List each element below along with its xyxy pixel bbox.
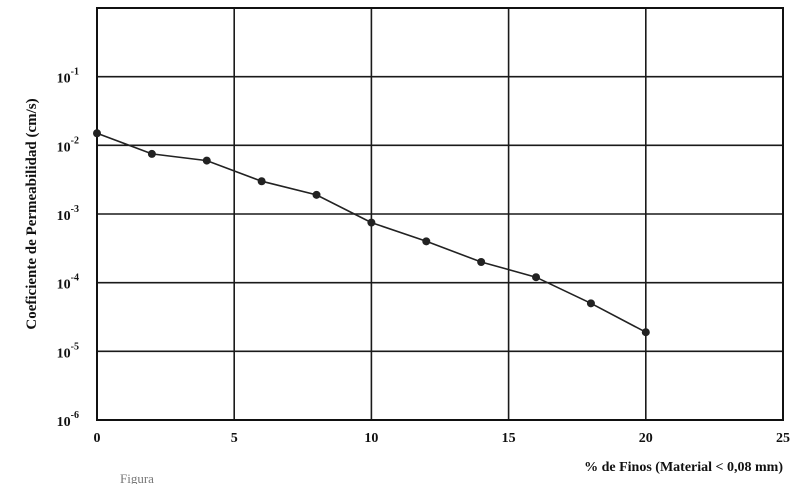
plot-frame [96,7,784,421]
data-point [202,156,211,165]
y-tick-label: 10-6 [57,410,79,430]
plot-border [96,7,784,421]
x-tick-label: 25 [776,431,790,446]
tick-labels: 0 5 10 15 20 25 10-1 10-2 10-3 10-4 10-5 10-6 [57,67,790,446]
y-tick-label: 10-4 [57,273,79,293]
y-tick-label: 10-2 [57,135,79,155]
data-point [257,177,266,186]
x-tick-label: 15 [502,431,516,446]
x-tick-label: 10 [364,431,378,446]
y-tick-label: 10-3 [57,204,79,224]
x-tick-label: 20 [639,431,653,446]
series-layer [93,129,650,337]
grid [96,8,784,421]
data-point [147,149,156,158]
y-tick-label: 10-1 [57,67,79,87]
data-point [477,257,486,266]
x-axis-label: % de Finos (Material < 0,08 mm) [584,460,783,475]
data-point [586,299,595,308]
data-point [367,218,376,227]
y-axis-label: Coeficiente de Permeabilidad (cm/s) [24,98,40,329]
data-point [422,237,431,246]
data-point [641,328,650,337]
data-point [532,273,541,282]
data-point [93,129,101,138]
x-tick-label: 5 [231,431,238,446]
figure-caption: Figura [120,471,154,484]
data-point [312,190,321,199]
y-tick-label: 10-5 [57,341,79,361]
x-tick-label: 0 [94,431,101,446]
